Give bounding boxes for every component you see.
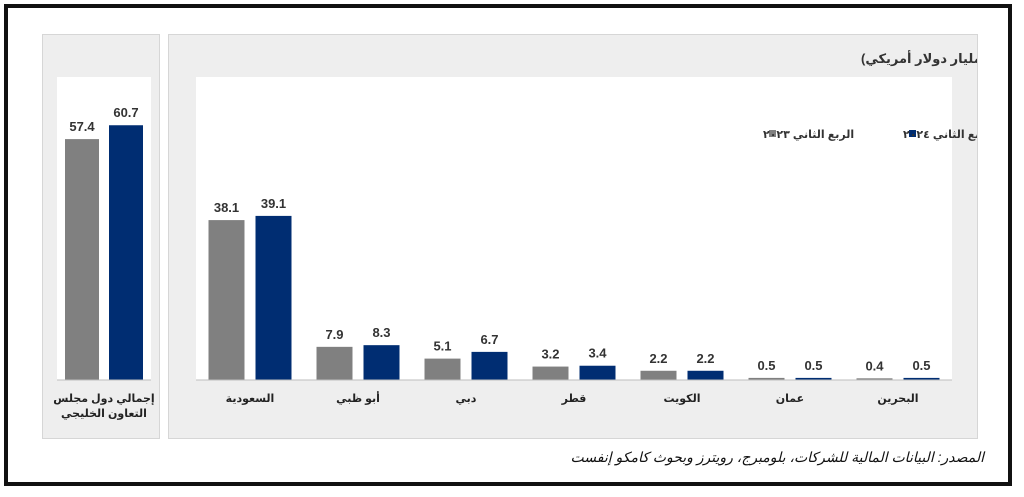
data-label: 38.1 — [214, 200, 239, 215]
category-label: البحرين — [877, 393, 918, 405]
legend-swatch — [909, 130, 916, 137]
chart-title: أرباح الشركات الخليجية: الربع الثاني ٢٠٢… — [861, 50, 977, 66]
data-label: 2.2 — [649, 351, 667, 366]
bar — [579, 365, 616, 380]
category-label: عمان — [776, 393, 804, 405]
bar — [687, 370, 724, 380]
bar — [471, 351, 508, 380]
category-label: إجمالي دول مجلس — [53, 393, 154, 405]
data-label: 7.9 — [325, 327, 343, 342]
source-note: المصدر: البيانات المالية للشركات، بلومبر… — [570, 449, 984, 465]
legend-swatch — [769, 130, 776, 137]
plot-area — [196, 77, 952, 380]
data-label: 6.7 — [480, 332, 498, 347]
bar — [255, 215, 292, 380]
bar — [316, 346, 353, 380]
legend-label: الربع الثاني ٢٠٢٤ — [903, 129, 977, 141]
bar — [640, 370, 677, 380]
data-label: 5.1 — [433, 339, 451, 354]
category-label: أبو ظبي — [336, 391, 380, 405]
data-label: 0.5 — [804, 358, 822, 373]
bar — [208, 220, 245, 380]
bar — [109, 125, 143, 380]
category-label: السعودية — [226, 393, 275, 405]
data-label: 3.4 — [588, 346, 607, 361]
bar — [65, 139, 99, 380]
bar — [363, 345, 400, 380]
data-label: 0.5 — [912, 358, 930, 373]
legend-label: الربع الثاني ٢٠٢٣ — [763, 129, 854, 141]
data-label: 0.5 — [757, 358, 775, 373]
category-label: دبي — [456, 393, 477, 405]
data-label: 39.1 — [261, 196, 286, 211]
category-label: قطر — [561, 393, 587, 405]
bar — [424, 358, 461, 380]
data-label: 3.2 — [541, 347, 559, 362]
bar — [856, 378, 893, 380]
data-label: 60.7 — [113, 105, 138, 120]
data-label: 0.4 — [865, 358, 884, 373]
country-chart: أرباح الشركات الخليجية: الربع الثاني ٢٠٢… — [196, 50, 1024, 405]
category-label: التعاون الخليجي — [61, 408, 147, 420]
bar — [532, 366, 569, 380]
category-label: الكويت — [664, 393, 701, 405]
bar — [748, 377, 785, 380]
data-label: 57.4 — [69, 119, 95, 134]
country-panel: أرباح الشركات الخليجية: الربع الثاني ٢٠٢… — [168, 34, 1024, 439]
data-label: 8.3 — [372, 325, 390, 340]
data-label: 2.2 — [696, 351, 714, 366]
gcc-total-chart: 57.4 60.7 إجمالي دول مجلس التعاون الخليجي — [53, 77, 155, 420]
bar — [795, 377, 832, 380]
gcc-total-panel: 57.4 60.7 إجمالي دول مجلس التعاون الخليجي — [42, 34, 160, 439]
bar — [903, 377, 940, 380]
